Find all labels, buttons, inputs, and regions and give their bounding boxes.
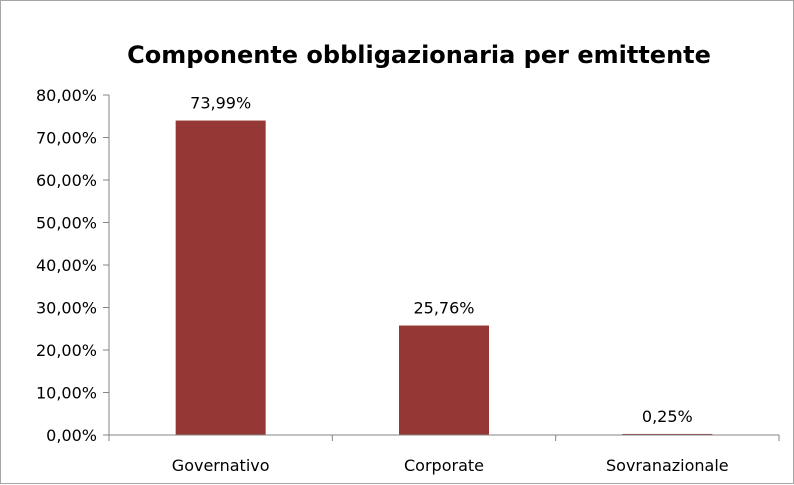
x-category-label: Sovranazionale (606, 456, 729, 475)
data-label: 0,25% (642, 407, 693, 426)
x-axis-labels: Governativo Corporate Sovranazionale (172, 456, 729, 475)
y-tick-label: 70,00% (36, 129, 97, 148)
y-tick-label: 60,00% (36, 171, 97, 190)
y-tick-label: 10,00% (36, 384, 97, 403)
bar-corporate (399, 325, 489, 435)
y-axis-ticks: 0,00% 10,00% 20,00% 30,00% 40,00% 50,00% 60,00… (36, 86, 780, 445)
y-tick-label: 40,00% (36, 256, 97, 275)
data-label: 25,76% (413, 299, 474, 318)
y-tick-label: 20,00% (36, 341, 97, 360)
x-category-label: Corporate (404, 456, 484, 475)
chart-title: Componente obbligazionaria per emittente (127, 41, 711, 69)
bar-sovranazionale (622, 433, 713, 435)
y-tick-label: 50,00% (36, 214, 97, 233)
data-label: 73,99% (190, 94, 251, 113)
y-tick-label: 30,00% (36, 299, 97, 318)
bars (175, 120, 713, 435)
data-labels: 73,99% 25,76% 0,25% (190, 94, 693, 426)
bar-governativo (175, 120, 266, 435)
x-category-label: Governativo (172, 456, 270, 475)
y-tick-label: 80,00% (36, 86, 97, 105)
y-tick-label: 0,00% (46, 426, 97, 445)
